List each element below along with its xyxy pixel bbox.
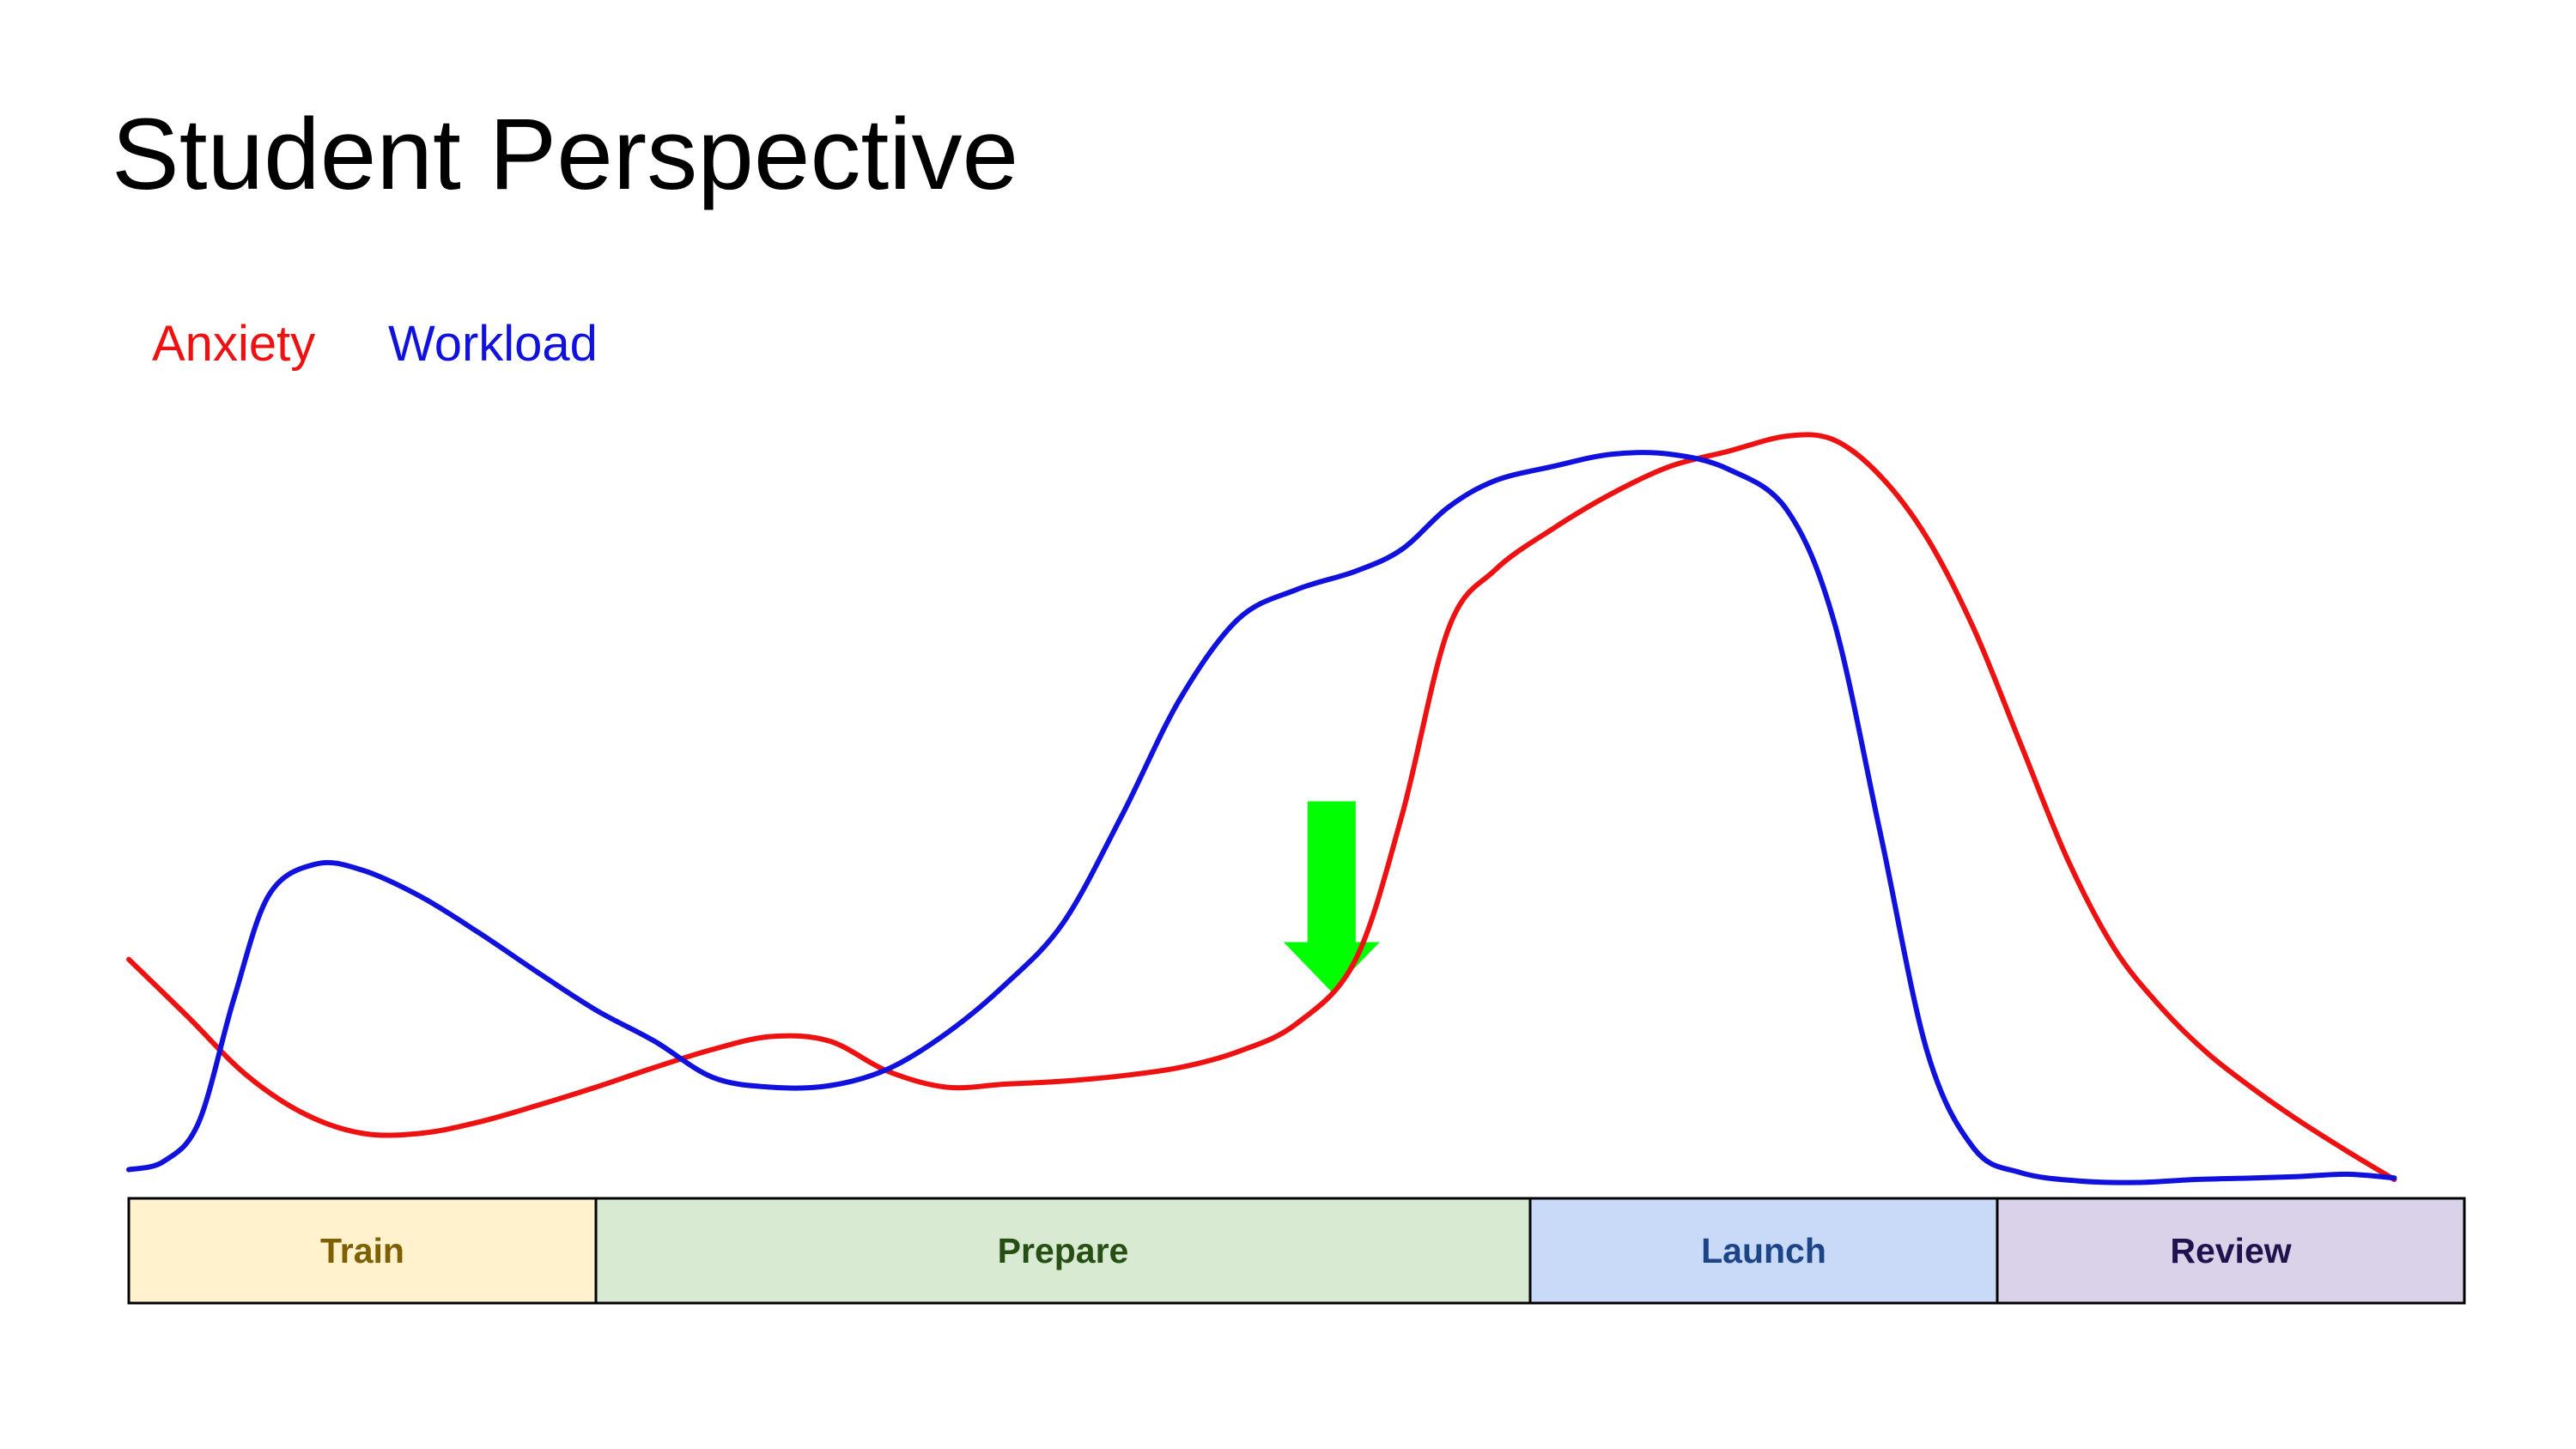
phase-bar: Train Prepare Launch Review	[127, 1197, 2466, 1305]
phase-label-prepare: Prepare	[998, 1231, 1129, 1270]
phase-label-review: Review	[2170, 1231, 2291, 1270]
phase-label-launch: Launch	[1701, 1231, 1826, 1270]
legend-workload: Workload	[388, 316, 598, 372]
annotation-layer	[1283, 801, 1380, 992]
phase-label-train: Train	[320, 1231, 404, 1270]
slide-title: Student Perspective	[112, 98, 1019, 211]
down-arrow-icon	[1283, 801, 1380, 992]
series-layer	[126, 432, 2397, 1185]
phase-segment-review	[1996, 1197, 2466, 1305]
phase-segment-launch	[1528, 1197, 1999, 1305]
legend-anxiety: Anxiety	[152, 316, 316, 372]
series-line-workload	[126, 450, 2397, 1185]
series-line-anxiety	[126, 432, 2397, 1182]
phase-segment-prepare	[594, 1197, 1532, 1305]
